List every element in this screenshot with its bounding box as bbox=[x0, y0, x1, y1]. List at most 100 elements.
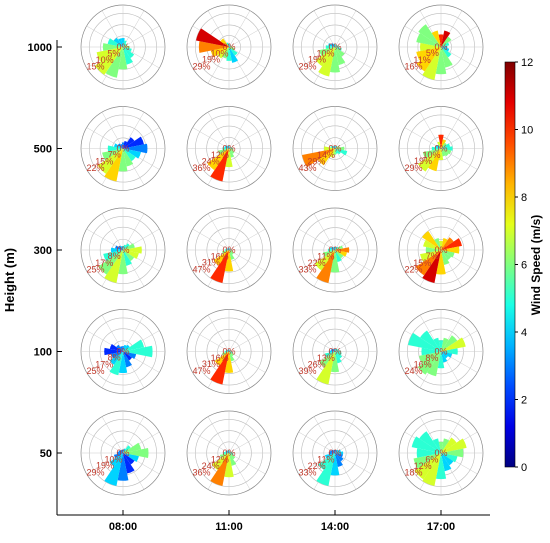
sector bbox=[435, 453, 447, 480]
sector bbox=[323, 250, 335, 257]
sector bbox=[423, 239, 441, 250]
sector bbox=[441, 453, 454, 466]
sector bbox=[229, 451, 232, 453]
sector bbox=[117, 451, 123, 455]
sector bbox=[121, 346, 125, 352]
sector bbox=[333, 146, 335, 149]
sector bbox=[335, 47, 346, 66]
wind-rose: 0%5%10%15% bbox=[80, 4, 166, 90]
ring-label: 36% bbox=[192, 163, 210, 173]
sector bbox=[335, 47, 342, 51]
sector bbox=[226, 47, 232, 61]
sector bbox=[329, 148, 335, 158]
sector bbox=[229, 453, 237, 466]
ring-label: 8% bbox=[425, 353, 438, 363]
sector bbox=[441, 146, 453, 151]
sector bbox=[417, 351, 441, 375]
sector bbox=[335, 250, 342, 262]
ring-label: 0% bbox=[222, 245, 235, 255]
sector bbox=[439, 240, 443, 250]
ring-label: 0% bbox=[222, 144, 235, 154]
y-tick-label: 100 bbox=[34, 347, 52, 359]
sector bbox=[123, 448, 126, 453]
ring-label: 0% bbox=[434, 42, 447, 52]
sector bbox=[316, 351, 335, 385]
sector bbox=[109, 351, 123, 365]
sector bbox=[319, 351, 335, 368]
sector bbox=[335, 148, 341, 155]
sector bbox=[335, 148, 339, 154]
sector bbox=[335, 451, 344, 455]
y-tick-label: 1000 bbox=[28, 42, 52, 54]
ring-label: 11% bbox=[413, 55, 430, 65]
sector bbox=[221, 250, 229, 254]
sector bbox=[96, 47, 123, 62]
sector bbox=[441, 30, 451, 47]
sector bbox=[123, 43, 127, 47]
sector bbox=[123, 40, 127, 47]
sector bbox=[227, 450, 229, 453]
wind-rose: 0%10%19%29% bbox=[292, 4, 378, 90]
sector bbox=[316, 250, 335, 283]
sector bbox=[441, 250, 455, 258]
sector bbox=[198, 41, 229, 53]
sector bbox=[229, 250, 234, 255]
x-tick-label: 14:00 bbox=[321, 521, 349, 533]
wind-rose: 0%8%16%24% bbox=[398, 309, 484, 394]
colorbar-tick-label: 2 bbox=[521, 395, 527, 407]
sector bbox=[229, 148, 234, 152]
sector bbox=[334, 348, 336, 352]
wind-rose: 0%11%22%33% bbox=[292, 410, 378, 496]
sector bbox=[332, 145, 335, 149]
ring-label: 39% bbox=[298, 366, 316, 376]
sector bbox=[335, 351, 342, 364]
ring-label: 11% bbox=[317, 251, 334, 261]
sector bbox=[441, 47, 450, 52]
sector bbox=[118, 245, 123, 250]
ring-label: 0% bbox=[116, 347, 129, 357]
sector bbox=[123, 244, 126, 250]
sector bbox=[422, 453, 441, 486]
sector bbox=[426, 351, 441, 377]
sector bbox=[229, 453, 234, 456]
sector bbox=[335, 44, 337, 47]
ring-label: 17% bbox=[95, 360, 113, 370]
sector bbox=[335, 449, 341, 453]
colorbar-label: Wind Speed (m/s) bbox=[529, 215, 543, 316]
sector bbox=[210, 351, 229, 385]
sector bbox=[435, 47, 447, 75]
sector bbox=[414, 453, 441, 480]
sector bbox=[325, 45, 335, 49]
sector bbox=[335, 247, 350, 253]
sector bbox=[432, 438, 441, 453]
ring-label: 0% bbox=[434, 144, 447, 154]
sector bbox=[335, 146, 337, 149]
sector bbox=[318, 148, 335, 166]
sector bbox=[437, 141, 441, 149]
ring-label: 8% bbox=[108, 353, 121, 363]
sector bbox=[327, 248, 335, 252]
sector bbox=[123, 453, 135, 474]
sector bbox=[120, 346, 123, 352]
sector bbox=[422, 250, 441, 283]
sector bbox=[441, 250, 452, 261]
sector bbox=[222, 47, 229, 59]
sector bbox=[335, 453, 343, 458]
sector bbox=[229, 148, 235, 154]
sector bbox=[104, 148, 123, 182]
sector bbox=[109, 351, 123, 376]
ring-label: 8% bbox=[108, 251, 121, 261]
x-tick-label: 11:00 bbox=[215, 521, 243, 533]
ring-label: 12% bbox=[211, 150, 229, 160]
x-tick-label: 17:00 bbox=[427, 521, 455, 533]
sector bbox=[229, 248, 230, 250]
sector bbox=[422, 47, 441, 80]
ring-label: 47% bbox=[192, 366, 210, 376]
sector bbox=[210, 148, 229, 182]
ring-label: 19% bbox=[308, 55, 326, 65]
ring-label: 11% bbox=[317, 454, 334, 464]
sector bbox=[330, 349, 335, 352]
ring-label: 10% bbox=[96, 55, 114, 65]
sector bbox=[441, 337, 449, 352]
